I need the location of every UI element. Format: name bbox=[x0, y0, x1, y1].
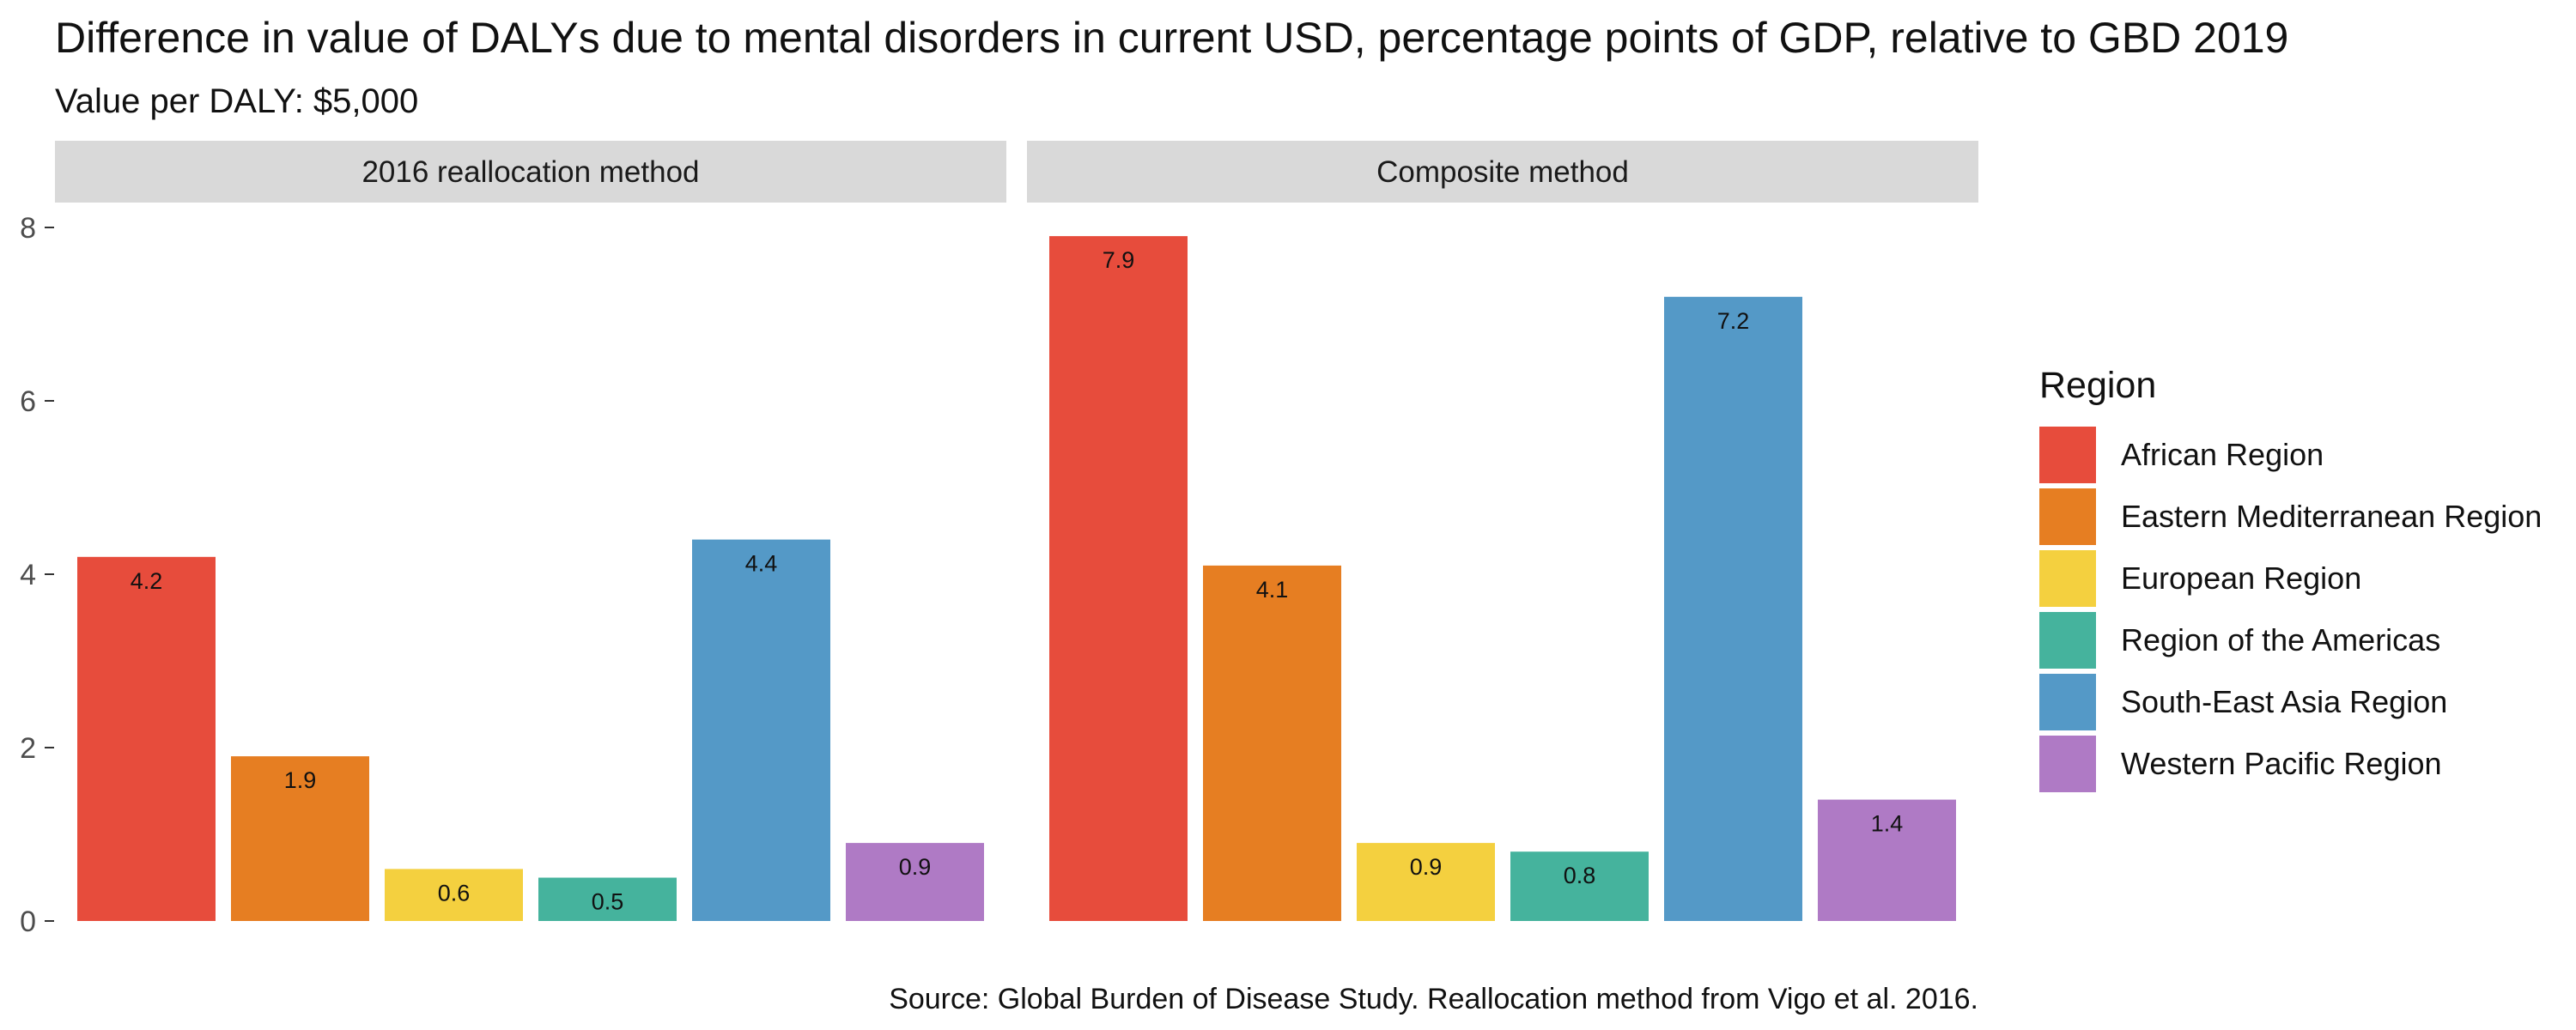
bar bbox=[692, 539, 830, 921]
legend-title: Region bbox=[2039, 365, 2156, 406]
facet-label: 2016 reallocation method bbox=[361, 155, 699, 189]
legend: Region African Region Eastern Mediterrane… bbox=[2039, 365, 2542, 792]
legend-swatch bbox=[2039, 488, 2096, 545]
bar-value-label: 0.9 bbox=[1410, 854, 1443, 880]
chart-title: Difference in value of DALYs due to ment… bbox=[55, 14, 2288, 62]
chart-caption: Source: Global Burden of Disease Study. … bbox=[889, 983, 1978, 1015]
bar-value-label: 4.2 bbox=[131, 568, 163, 594]
bar-value-label: 7.2 bbox=[1717, 308, 1750, 334]
y-tick-label: 8 bbox=[20, 212, 36, 245]
legend-swatch bbox=[2039, 674, 2096, 730]
bar bbox=[1818, 799, 1956, 921]
facet-strip bbox=[1027, 141, 1978, 203]
y-tick-label: 0 bbox=[20, 906, 36, 938]
bar bbox=[1664, 296, 1802, 921]
legend-label: Region of the Americas bbox=[2121, 622, 2440, 657]
legend-label: Eastern Mediterranean Region bbox=[2121, 499, 2542, 534]
bar bbox=[231, 756, 369, 921]
facet-label: Composite method bbox=[1376, 155, 1629, 189]
legend-swatch bbox=[2039, 550, 2096, 607]
bar bbox=[846, 843, 984, 921]
legend-swatch bbox=[2039, 427, 2096, 483]
y-tick-label: 2 bbox=[20, 732, 36, 765]
bar bbox=[1357, 843, 1495, 921]
facet-panel: 2016 reallocation method 4.2 1.9 0.6 0.5 4.4 0… bbox=[55, 141, 1006, 921]
bar bbox=[385, 869, 523, 921]
legend-swatch bbox=[2039, 612, 2096, 669]
bar-value-label: 7.9 bbox=[1103, 247, 1135, 273]
legend-label: African Region bbox=[2121, 437, 2324, 472]
bar bbox=[1049, 236, 1188, 922]
bar-value-label: 0.9 bbox=[899, 854, 932, 880]
bar-value-label: 0.5 bbox=[592, 889, 624, 915]
facet-strip bbox=[55, 141, 1006, 203]
legend-label: Western Pacific Region bbox=[2121, 746, 2442, 781]
bar bbox=[538, 877, 677, 921]
bar bbox=[1510, 851, 1649, 921]
bar-value-label: 4.1 bbox=[1256, 577, 1289, 603]
bar bbox=[1203, 565, 1341, 921]
legend-label: South-East Asia Region bbox=[2121, 684, 2447, 719]
y-axis: 0 2 4 6 8 bbox=[20, 212, 54, 938]
bar-value-label: 0.8 bbox=[1564, 863, 1596, 888]
bar-value-label: 1.4 bbox=[1871, 811, 1904, 837]
bar bbox=[77, 556, 216, 921]
facet-panel: Composite method 7.9 4.1 0.9 0.8 7.2 1.4 bbox=[1027, 141, 1978, 922]
y-tick-label: 4 bbox=[20, 559, 36, 591]
bar-value-label: 1.9 bbox=[284, 767, 317, 793]
chart-subtitle: Value per DALY: $5,000 bbox=[55, 82, 418, 120]
bar-value-label: 0.6 bbox=[438, 880, 471, 906]
legend-label: European Region bbox=[2121, 560, 2361, 596]
bar-value-label: 4.4 bbox=[745, 551, 778, 577]
y-tick-label: 6 bbox=[20, 385, 36, 418]
facet-panels: 2016 reallocation method 4.2 1.9 0.6 0.5 4.4 0… bbox=[55, 141, 1978, 922]
legend-swatch bbox=[2039, 736, 2096, 792]
